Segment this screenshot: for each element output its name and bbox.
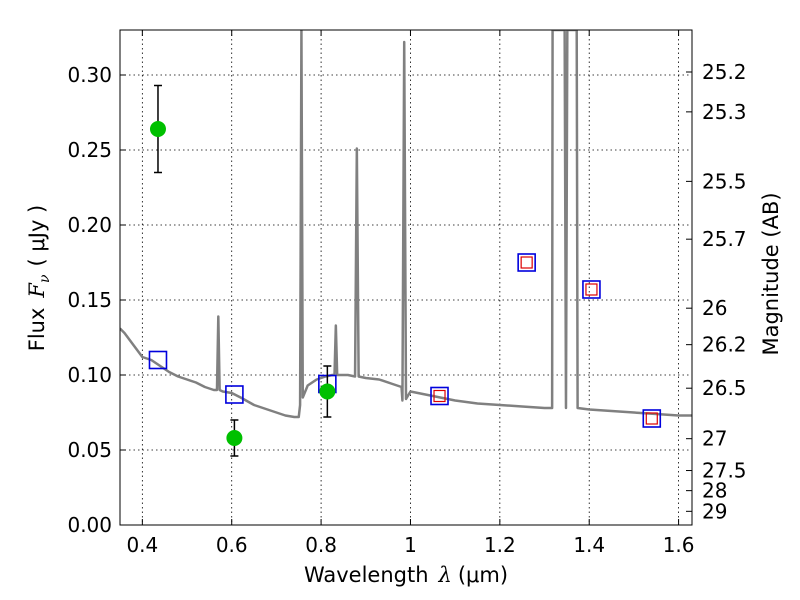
observed-point [149, 121, 166, 137]
x-axis-label: Wavelength λ (μm) [304, 563, 508, 587]
x-tick-label: 0.6 [216, 533, 248, 557]
y2-tick-label: 25.7 [702, 227, 747, 251]
y-tick-label: 0.25 [67, 138, 112, 162]
y2-tick-label: 25.5 [702, 169, 747, 193]
y-tick-label: 0.15 [67, 288, 112, 312]
axis-ticks: 0.4 0.6 0.8 1 1.2 1.4 1.6 0.00 0.05 0.10 0.15 0.20 0… [67, 30, 747, 557]
model-spectrum-line [120, 30, 692, 419]
y2-tick-label: 28 [702, 479, 727, 503]
y-tick-label: 0.00 [67, 513, 112, 537]
x-tick-label: 1.6 [663, 533, 695, 557]
predicted-marker [520, 256, 533, 269]
y2-tick-label: 26.5 [702, 376, 747, 400]
model-band-marker [517, 253, 536, 272]
model-band-marker [225, 385, 244, 404]
x-tick-label: 1.4 [573, 533, 605, 557]
y-tick-label: 0.20 [67, 213, 112, 237]
x-tick-label: 1 [404, 533, 417, 557]
y2-tick-label: 27 [702, 427, 727, 451]
x-tick-label: 0.4 [126, 533, 158, 557]
predicted-marker [433, 389, 446, 403]
y2-tick-label: 26.2 [702, 333, 747, 357]
y-tick-label: 0.30 [67, 63, 112, 87]
grid-lines [120, 30, 692, 526]
y2-tick-label: 25.3 [702, 100, 747, 124]
y2-tick-label: 29 [702, 499, 727, 523]
observed-point [226, 430, 243, 446]
predicted-marker [645, 412, 658, 425]
y2-tick-label: 27.5 [702, 459, 747, 483]
y2-axis-label: Magnitude (AB) [759, 192, 783, 355]
y2-tick-label: 25.2 [702, 60, 747, 84]
plot-frame [119, 29, 693, 526]
model-band-marker [430, 386, 449, 406]
y-tick-label: 0.10 [67, 363, 112, 387]
model-band-marker [642, 409, 662, 428]
observed-point [319, 383, 336, 400]
predicted-marker [585, 283, 598, 296]
y-axis-label: FluxFν( μJy ) [25, 205, 53, 351]
x-tick-label: 1.2 [484, 533, 516, 557]
plot-area [120, 30, 692, 457]
y2-tick-label: 26 [702, 296, 727, 320]
model-band-marker [148, 350, 168, 370]
y-tick-label: 0.05 [67, 438, 112, 462]
x-tick-label: 0.8 [305, 533, 337, 557]
model-band-marker [582, 280, 601, 299]
